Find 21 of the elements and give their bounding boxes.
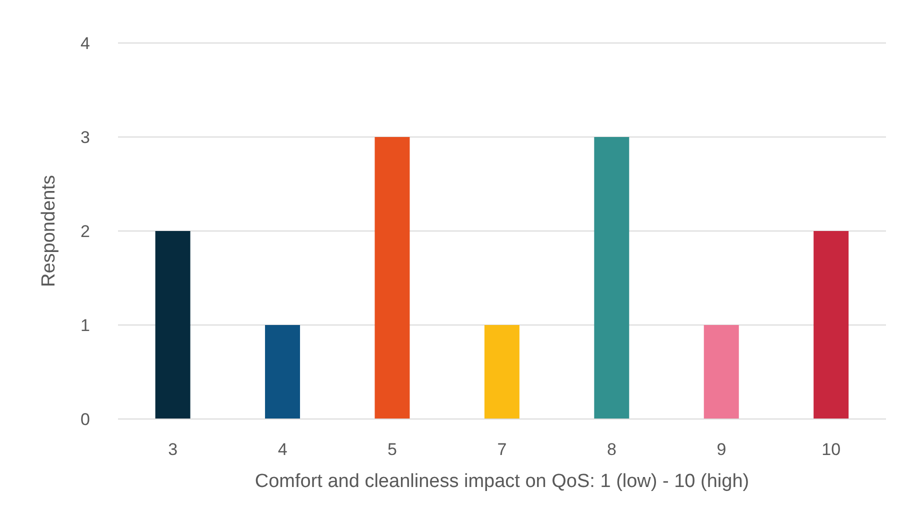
bar	[484, 325, 520, 419]
x-tick-label: 4	[278, 440, 288, 460]
x-axis-title: Comfort and cleanliness impact on QoS: 1 (low) - 10 (high)	[254, 471, 750, 492]
bar	[374, 137, 410, 419]
x-tick-label: 5	[388, 440, 398, 460]
x-tick-label: 10	[822, 440, 841, 460]
y-tick-label: 4	[80, 34, 90, 54]
bar	[704, 325, 739, 419]
x-tick-label: 8	[606, 440, 616, 460]
x-tick-label: 9	[716, 440, 726, 460]
x-tick-label: 3	[168, 440, 178, 460]
x-tick-label: 7	[497, 440, 507, 460]
y-axis-title: Respondents	[38, 175, 60, 287]
y-tick-label: 0	[80, 410, 90, 430]
bar	[155, 231, 190, 419]
y-tick-label: 1	[80, 316, 90, 336]
y-tick-label: 3	[80, 128, 90, 148]
bar	[814, 231, 849, 419]
y-tick-label: 2	[80, 222, 90, 242]
bar	[265, 325, 300, 419]
bar	[594, 137, 630, 419]
